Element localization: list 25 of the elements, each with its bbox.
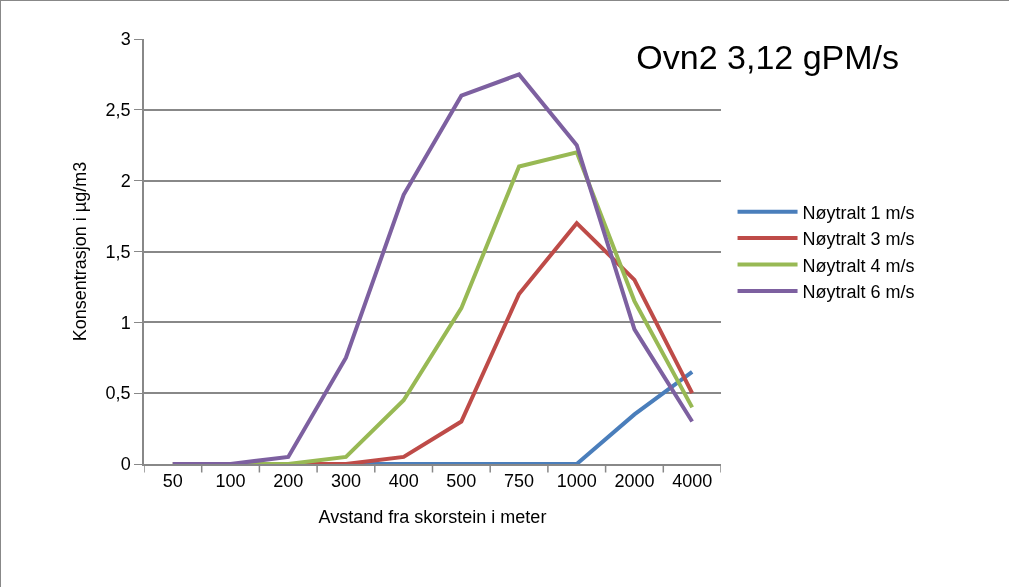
legend-label: Nøytralt 4 m/s bbox=[802, 255, 915, 276]
x-tick-label: 500 bbox=[446, 471, 477, 492]
x-tick-label: 400 bbox=[388, 471, 419, 492]
y-tick-label: 1,5 bbox=[105, 241, 131, 262]
y-tick-label: 3 bbox=[120, 29, 131, 50]
x-tick-label: 100 bbox=[215, 471, 246, 492]
x-axis-title: Avstand fra skorstein i meter bbox=[318, 506, 547, 527]
y-tick-label: 1 bbox=[120, 312, 131, 333]
x-tick-label: 200 bbox=[273, 471, 304, 492]
x-tick-label: 2000 bbox=[614, 471, 655, 492]
y-axis-title: Konsentrasjon i µg/m3 bbox=[70, 161, 91, 342]
chart-title: Ovn2 3,12 gPM/s bbox=[636, 37, 900, 76]
y-tick-label: 0 bbox=[120, 454, 131, 475]
y-tick-label: 2,5 bbox=[105, 100, 131, 121]
x-tick-label: 750 bbox=[504, 471, 535, 492]
legend-label: Nøytralt 3 m/s bbox=[802, 229, 915, 250]
y-tick-label: 2 bbox=[120, 170, 131, 191]
legend-label: Nøytralt 6 m/s bbox=[802, 281, 915, 302]
x-tick-label: 50 bbox=[162, 471, 183, 492]
x-tick-label: 300 bbox=[330, 471, 361, 492]
y-tick-label: 0,5 bbox=[105, 383, 131, 404]
legend-label: Nøytralt 1 m/s bbox=[802, 202, 915, 223]
x-tick-label: 1000 bbox=[556, 471, 597, 492]
line-series bbox=[170, 72, 695, 464]
x-tick-label: 4000 bbox=[672, 471, 713, 492]
